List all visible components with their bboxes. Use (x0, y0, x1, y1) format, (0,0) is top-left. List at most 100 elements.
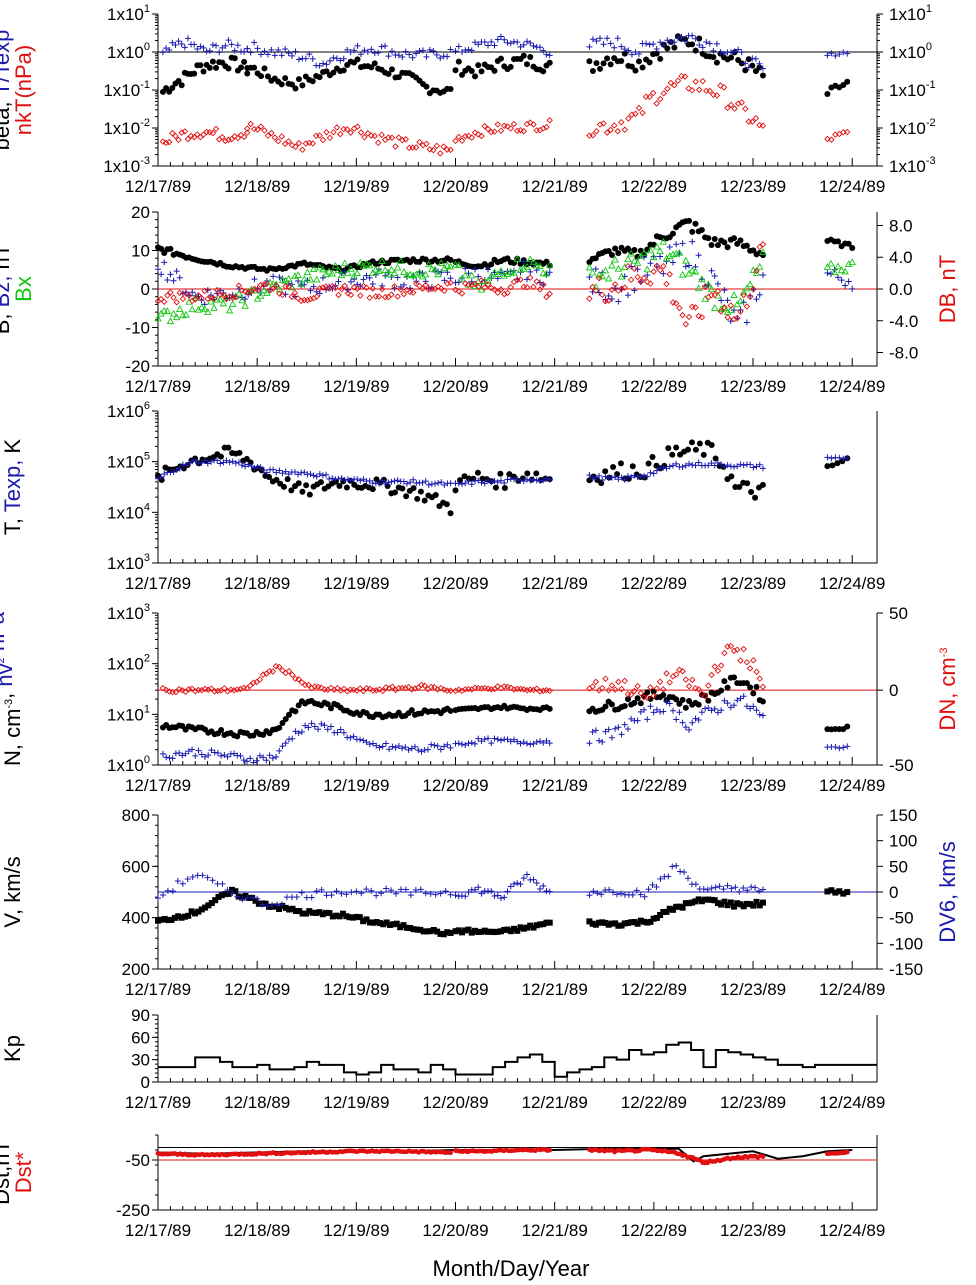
data-point (714, 280, 721, 287)
data-point (386, 746, 393, 753)
data-point (186, 459, 193, 466)
data-point (419, 47, 426, 54)
data-point (403, 480, 410, 487)
data-point (844, 50, 851, 57)
data-point (643, 265, 652, 273)
date-tick-label: 12/17/89 (125, 177, 191, 196)
date-tick-label: 12/20/89 (422, 776, 488, 795)
data-point (756, 675, 763, 682)
series-line-Kp (158, 1041, 877, 1078)
data-point (682, 38, 689, 45)
y-right-tick-label: -150 (889, 960, 923, 979)
data-point (633, 259, 642, 266)
data-point (275, 137, 282, 145)
data-point (232, 460, 239, 467)
data-point (423, 53, 430, 60)
date-tick-label: 12/19/89 (323, 776, 389, 795)
data-point (650, 692, 657, 700)
data-point (718, 707, 725, 714)
y-tick-label: 1x105 (107, 451, 150, 472)
data-point (159, 138, 167, 145)
data-point (504, 289, 511, 297)
data-point (844, 1149, 850, 1155)
data-point (592, 921, 599, 928)
data-point (201, 753, 208, 760)
data-point (650, 915, 657, 922)
data-point (413, 480, 420, 487)
data-point (645, 460, 652, 467)
date-tick-label: 12/19/89 (323, 377, 389, 396)
data-point (530, 476, 537, 483)
data-point (849, 285, 856, 292)
data-point (650, 41, 657, 48)
data-point (382, 480, 389, 487)
data-point (335, 278, 342, 285)
date-tick-label: 12/21/89 (522, 574, 588, 593)
data-point (382, 740, 389, 747)
data-point (631, 699, 638, 706)
data-point (368, 46, 375, 53)
right-axis-label-vel: DV6, km/s (935, 841, 960, 942)
data-point (379, 282, 386, 289)
data-point (682, 263, 689, 270)
data-point (689, 41, 696, 48)
y-tick-label: 1x10-2 (103, 117, 150, 138)
y-axis-label-vel-line-1: V, km/s (0, 856, 25, 927)
data-point (702, 705, 709, 712)
data-point (344, 46, 351, 53)
data-point (653, 242, 661, 250)
y-tick-label: -50 (125, 1151, 150, 1170)
data-point (219, 133, 226, 141)
data-point (714, 667, 722, 675)
data-point (713, 59, 720, 66)
data-point (175, 38, 182, 45)
data-point (288, 293, 296, 300)
data-point (194, 45, 201, 52)
data-point (488, 38, 495, 45)
date-tick-label: 12/17/89 (125, 980, 191, 999)
data-point (536, 688, 544, 695)
data-point (742, 67, 749, 74)
data-point (230, 687, 238, 694)
data-point (475, 131, 482, 138)
data-point (282, 468, 289, 475)
data-point (225, 890, 232, 897)
data-point (523, 687, 531, 694)
data-point (717, 662, 725, 669)
data-point (637, 700, 644, 707)
data-point (695, 686, 702, 693)
data-point (441, 277, 448, 284)
data-point (403, 286, 411, 294)
data-point (848, 258, 856, 266)
date-tick-label: 12/19/89 (323, 1093, 389, 1112)
data-point (262, 900, 269, 907)
data-point (327, 705, 334, 712)
data-point (543, 258, 550, 265)
data-point (533, 477, 540, 484)
data-point (446, 262, 455, 270)
data-point (417, 926, 424, 933)
data-point (235, 289, 243, 297)
data-point (660, 270, 667, 277)
data-point (691, 267, 700, 275)
data-point (422, 890, 429, 897)
data-point (270, 466, 277, 473)
data-point (413, 50, 420, 57)
y-tick-label: 1x102 (107, 653, 150, 674)
data-point (455, 279, 462, 286)
data-point (363, 272, 370, 279)
data-point (737, 306, 744, 313)
data-point (827, 259, 835, 267)
data-point (334, 684, 341, 692)
data-point (501, 480, 508, 487)
data-point (727, 899, 734, 906)
data-point (630, 256, 639, 264)
data-point (618, 685, 625, 693)
data-point (845, 278, 852, 285)
data-point (347, 734, 354, 741)
data-point (475, 41, 482, 48)
data-point (444, 280, 451, 287)
data-point (258, 51, 265, 58)
data-point (750, 657, 757, 664)
data-point (279, 667, 286, 674)
